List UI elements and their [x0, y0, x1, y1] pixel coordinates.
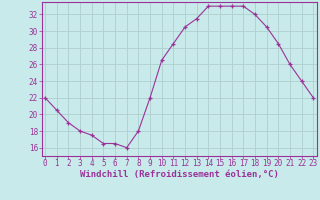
X-axis label: Windchill (Refroidissement éolien,°C): Windchill (Refroidissement éolien,°C) — [80, 170, 279, 179]
